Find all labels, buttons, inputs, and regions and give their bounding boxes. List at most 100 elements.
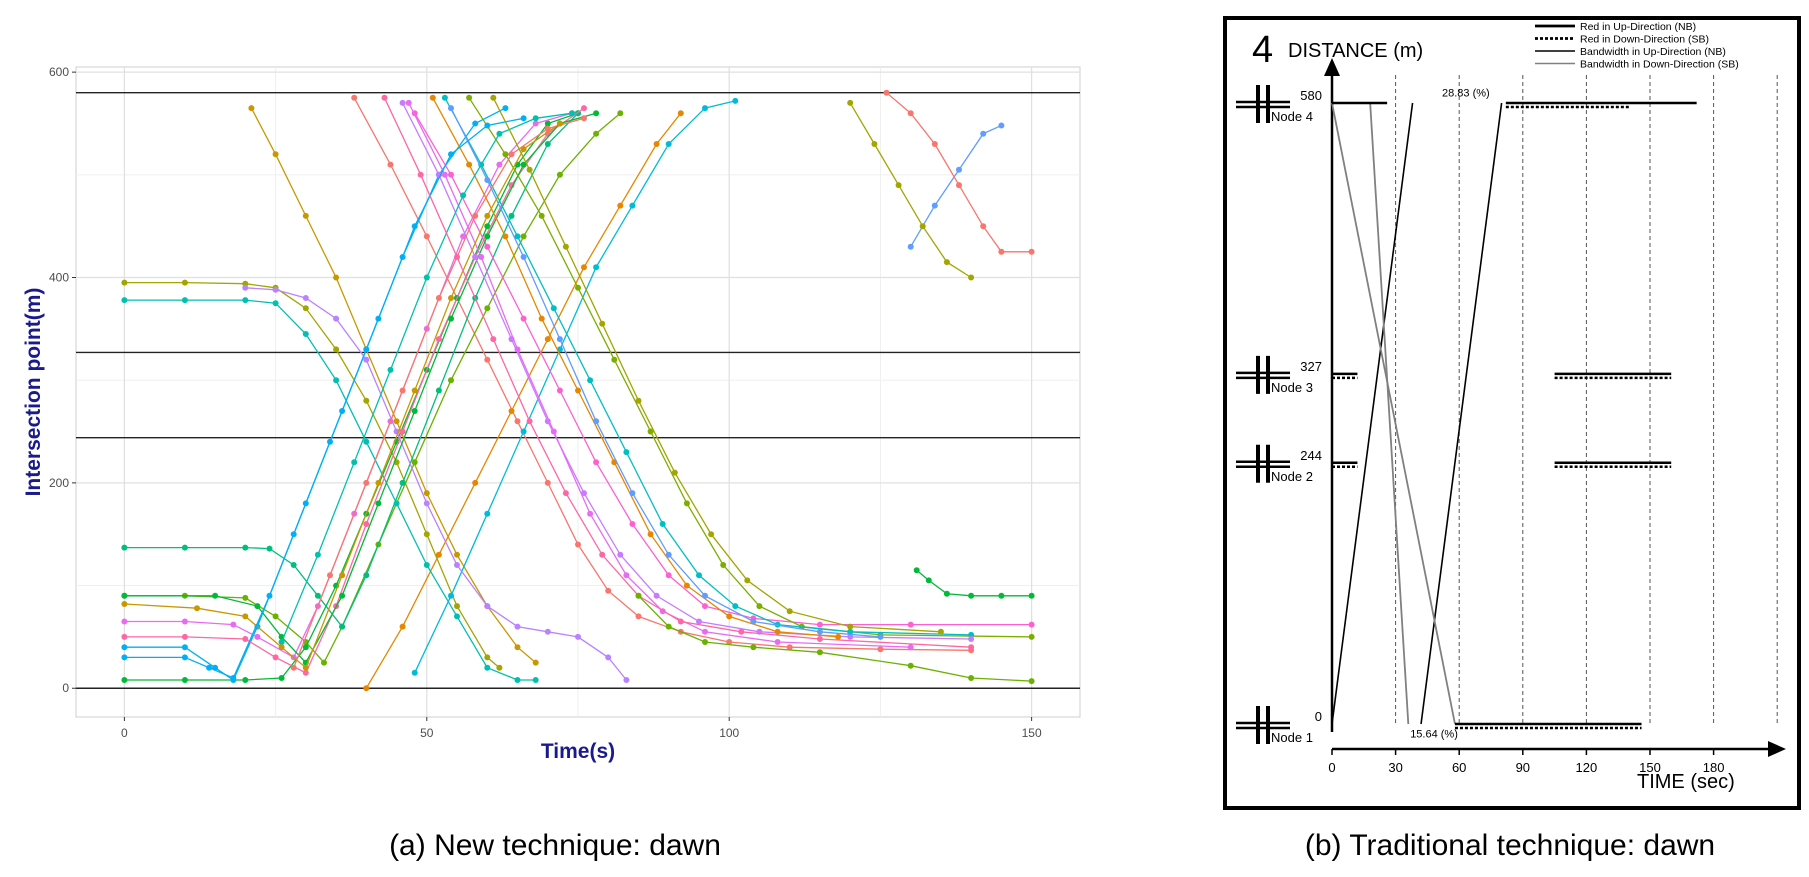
panel-a-trajectory-point: [460, 233, 467, 240]
panel-a-trajectory-point: [550, 428, 557, 435]
panel-a-trajectory-point: [405, 99, 412, 106]
panel-a-trajectory-point: [302, 305, 309, 312]
panel-a-y-tick-label: 0: [62, 681, 69, 695]
panel-a-trajectory-point: [448, 171, 454, 178]
panel-b-legend: Red in Up-Direction (NB)Red in Down-Dire…: [1535, 21, 1739, 71]
panel-a-trajectory-point: [460, 192, 467, 199]
panel-a-trajectory-point: [575, 284, 581, 291]
panel-a-trajectory-point: [230, 675, 237, 681]
panel-a-trajectory-point: [575, 633, 581, 640]
panel-a-trajectory-point: [321, 659, 327, 666]
panel-a-trajectory-point: [454, 562, 460, 568]
panel-a-trajectory-point: [877, 633, 884, 640]
panel-a-trajectory-point: [508, 408, 515, 414]
panel-a-trajectory-point: [399, 387, 406, 394]
panel-a-trajectory-point: [738, 628, 745, 635]
panel-b-node-distance: 327: [1300, 359, 1322, 374]
panel-a-trajectory-point: [484, 654, 491, 661]
panel-a-trajectory-point: [847, 628, 854, 635]
panel-a-trajectory-point: [484, 233, 491, 240]
panel-a-trajectory-point: [732, 603, 739, 610]
panel-a-trajectory-point: [732, 97, 739, 104]
panel-a-trajectory-point: [653, 592, 660, 599]
panel-a-trajectory-point: [248, 105, 255, 112]
panel-a-trajectory-point: [441, 94, 448, 101]
panel-a-trajectory-point: [181, 633, 188, 640]
panel-a-trajectory-point: [544, 141, 551, 147]
panel-a-trajectory-point: [242, 677, 249, 683]
panel-a-trajectory-point: [466, 161, 473, 168]
panel-a-trajectory-point: [937, 628, 944, 635]
panel-a-trajectory-point: [956, 182, 962, 189]
panel-a-trajectory-point: [435, 551, 442, 558]
panel-a-trajectory-point: [242, 544, 249, 551]
panel-a-trajectory-point: [230, 621, 237, 628]
panel-a-trajectory-point: [702, 105, 708, 112]
panel-a-trajectory-point: [744, 577, 751, 584]
panel-a-trajectory-point: [544, 336, 551, 343]
panel-a-trajectory-point: [968, 631, 975, 638]
panel-a-trajectory-point: [508, 212, 515, 219]
panel-b-node-marker: 580 Node 4: [1236, 85, 1322, 124]
panel-a-trajectory-point: [496, 130, 503, 137]
panel-a-trajectory-point: [181, 677, 188, 683]
panel-a-trajectory-point: [363, 521, 370, 527]
panel-b-node-name: Node 4: [1271, 109, 1313, 124]
panel-a-trajectory-point: [472, 254, 479, 260]
panel-a-trajectory-point: [538, 212, 545, 219]
panel-a-trajectory-point: [623, 449, 630, 456]
panel-a-trajectory-point: [696, 618, 702, 625]
panel-a-caption: (a) New technique: dawn: [389, 829, 721, 862]
panel-a-trajectory-point: [647, 428, 654, 435]
panel-a-trajectory-point: [448, 295, 454, 301]
panel-a-trajectory-point: [181, 654, 188, 661]
panel-a-trajectory-point: [647, 531, 654, 538]
panel-b-bandwidth-down-line: [1369, 102, 1410, 725]
panel-a-trajectory-point: [980, 223, 987, 230]
panel-a-trajectory-point: [121, 601, 128, 607]
panel-a-trajectory-point: [587, 377, 594, 384]
panel-a-trajectory-point: [266, 592, 273, 599]
panel-a-trajectory-point: [375, 500, 382, 507]
panel-a-trajectory-point: [556, 387, 563, 394]
panel-a-trajectory-point: [472, 120, 479, 127]
panel-b-x-tick-label: 120: [1576, 760, 1598, 775]
panel-a-vehicle-trajectory: [381, 94, 975, 651]
panel-b-x-axis-title: TIME (sec): [1637, 771, 1735, 793]
panel-a-vehicle-trajectory: [490, 94, 944, 635]
panel-a-trajectory-point: [121, 592, 128, 599]
panel-a-trajectory-point: [599, 551, 606, 558]
panel-a-trajectory-point: [520, 146, 527, 153]
panel-a-trajectory-point: [816, 621, 823, 628]
panel-a-trajectory-point: [448, 592, 454, 599]
panel-a-trajectory-point: [496, 664, 503, 671]
panel-a-trajectory-point: [696, 572, 702, 579]
panel-b-x-tick-label: 30: [1388, 760, 1402, 775]
panel-a-trajectory-point: [272, 300, 279, 307]
panel-a-trajectory-point: [750, 618, 757, 625]
panel-a-trajectory-point: [333, 315, 340, 322]
panel-a-trajectory-point: [538, 315, 545, 322]
panel-b-annotation: 15.64 (%): [1410, 728, 1458, 740]
panel-a-trajectory-point: [448, 315, 454, 322]
panel-a-trajectory-point: [943, 590, 950, 597]
panel-a-trajectory-point: [339, 408, 346, 414]
panel-a-trajectory-point: [532, 659, 539, 666]
panel-a-trajectory-point: [968, 274, 975, 281]
panel-a-trajectory-point: [302, 669, 309, 676]
panel-a-trajectory-point: [423, 490, 430, 497]
panel-a-trajectory-point: [556, 336, 563, 343]
panel-a-trajectory-point: [363, 479, 370, 486]
panel-a-x-tick-label: 0: [121, 726, 128, 740]
panel-a-y-tick-label: 600: [49, 65, 69, 79]
panel-a-trajectory-point: [816, 649, 823, 656]
panel-a-trajectory-point: [968, 636, 975, 642]
panel-a-trajectory-point: [520, 254, 527, 260]
panel-b-annotation: 28.83 (%): [1442, 88, 1490, 100]
panel-a-trajectory-point: [623, 677, 630, 683]
panel-a-trajectory-point: [266, 545, 273, 552]
panel-a-trajectory-point: [290, 562, 297, 568]
panel-a-trajectory-point: [980, 130, 987, 137]
